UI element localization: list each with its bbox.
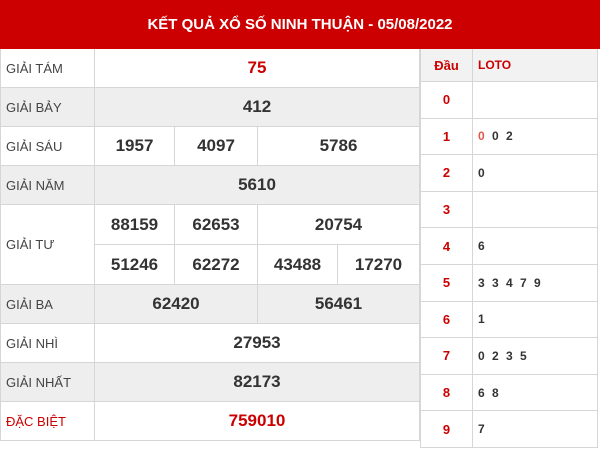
prize-label: GIẢI TƯ [0,205,95,284]
loto-row: 7 0 2 3 5 [421,338,598,375]
prize-value: 17270 [338,245,420,284]
prize-value: 5610 [95,166,420,204]
prize-value: 62420 [95,285,258,323]
loto-highlight: 0 [478,129,486,144]
loto-values: 6 [478,239,486,254]
prize-value: 20754 [258,205,420,244]
prize-label: GIẢI SÁU [0,127,95,165]
prize-row-1: GIẢI NHẤT 82173 [0,363,420,402]
prize-row-4: GIẢI TƯ 88159 62653 20754 51246 62272 43… [0,205,420,285]
loto-values: 0 2 [485,129,514,144]
prize-label: GIẢI BẢY [0,88,95,126]
loto-values: 7 [478,422,486,437]
prize-value: 62653 [175,205,258,244]
loto-cell [473,191,598,228]
prize-label: GIẢI NHẤT [0,363,95,401]
loto-row: 0 [421,82,598,119]
loto-cell: 3 3 4 7 9 [473,264,598,301]
loto-row: 8 6 8 [421,374,598,412]
dau-cell: 3 [421,191,473,228]
dau-header: Đầu [421,49,473,81]
prize-row-8: GIẢI TÁM 75 [0,49,420,88]
loto-row: 3 [421,191,598,229]
prize-label: ĐẶC BIỆT [0,402,95,440]
loto-values: 6 8 [478,385,500,400]
prize-value: 759010 [95,402,420,440]
prize-value: 1957 [95,127,175,165]
prize-value: 56461 [258,285,420,323]
loto-cell: 0 2 3 5 [473,338,598,374]
loto-values: 1 [478,312,486,327]
dau-cell: 0 [421,82,473,118]
dau-cell: 7 [421,338,473,374]
loto-values: 0 [478,165,486,180]
prize-row-2: GIẢI NHÌ 27953 [0,324,420,363]
prize-value: 43488 [258,245,338,284]
prize-value: 4097 [175,127,258,165]
page-title: KẾT QUẢ XỔ SỐ NINH THUẬN - 05/08/2022 [0,0,600,49]
prize-value: 62272 [175,245,258,284]
loto-row: 5 3 3 4 7 9 [421,264,598,302]
prize-value: 27953 [95,324,420,362]
loto-cell: 6 [473,228,598,264]
dau-cell: 5 [421,264,473,301]
dau-cell: 6 [421,301,473,338]
prize-label: GIẢI TÁM [0,49,95,87]
loto-header: Đầu LOTO [421,49,598,82]
prize-value: 51246 [95,245,175,284]
prize-label: GIẢI NHÌ [0,324,95,362]
prize-value: 75 [95,49,420,87]
loto-cell: 0 [473,155,598,191]
loto-values: 0 2 3 5 [478,348,528,363]
prize-label: GIẢI BA [0,285,95,323]
loto-values: 3 3 4 7 9 [478,275,542,290]
loto-cell: 6 8 [473,374,598,411]
prize-value: 82173 [95,363,420,401]
loto-cell: 0 0 2 [473,118,598,155]
loto-cell: 1 [473,301,598,338]
prize-row-5: GIẢI NĂM 5610 [0,166,420,205]
dau-cell: 4 [421,228,473,264]
prize-row-6: GIẢI SÁU 1957 4097 5786 [0,127,420,166]
prize-row-7: GIẢI BẢY 412 [0,88,420,127]
dau-cell: 9 [421,411,473,447]
loto-cell: 7 [473,411,598,447]
prize-value: 88159 [95,205,175,244]
prize-row-3: GIẢI BA 62420 56461 [0,285,420,324]
dau-cell: 8 [421,374,473,411]
loto-header-label: LOTO [473,49,598,81]
results-table: GIẢI TÁM 75 GIẢI BẢY 412 GIẢI SÁU 1957 4… [0,49,420,441]
dau-cell: 2 [421,155,473,191]
prize-label: GIẢI NĂM [0,166,95,204]
prize-value: 5786 [258,127,420,165]
prize-row-special: ĐẶC BIỆT 759010 [0,402,420,441]
loto-cell [473,82,598,118]
dau-cell: 1 [421,118,473,155]
prize-value: 412 [95,88,420,126]
